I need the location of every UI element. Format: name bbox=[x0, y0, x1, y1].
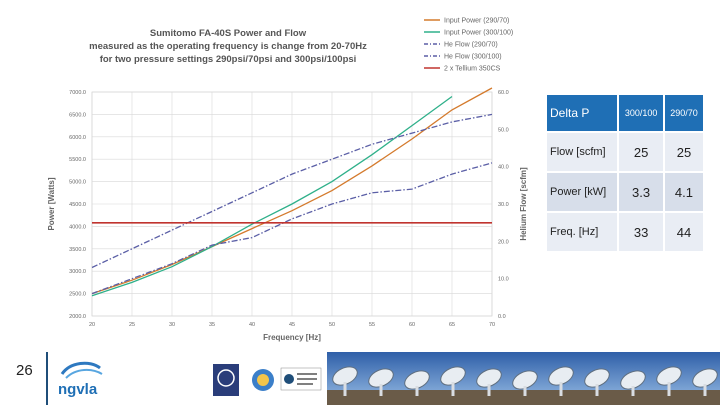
page-number: 26 bbox=[16, 362, 33, 379]
antenna-pedestal bbox=[451, 382, 455, 396]
table-cell: 25 bbox=[618, 132, 665, 173]
antenna-pedestal bbox=[415, 386, 419, 396]
x-tick-label: 45 bbox=[289, 322, 295, 328]
antenna-dish bbox=[512, 370, 538, 390]
y-left-tick-label: 5500.0 bbox=[69, 157, 86, 163]
legend-entry: Input Power (290/70) bbox=[444, 18, 509, 25]
antenna-pedestal bbox=[379, 384, 383, 396]
series-line bbox=[91, 162, 493, 295]
antenna-dish bbox=[476, 368, 502, 388]
y-right-tick-label: 50.0 bbox=[498, 127, 509, 133]
x-tick-label: 50 bbox=[329, 322, 335, 328]
power-flow-chart: Sumitomo FA-40S Power and Flow measured a… bbox=[47, 18, 528, 343]
y-right-tick-label: 0.0 bbox=[498, 314, 506, 320]
antenna-pedestal bbox=[703, 384, 707, 396]
table-cell: 33 bbox=[618, 212, 665, 253]
x-tick-label: 35 bbox=[209, 322, 215, 328]
table-cell: Flow [scfm] bbox=[547, 132, 620, 173]
table-cell: 44 bbox=[663, 212, 706, 253]
y-left-tick-label: 4500.0 bbox=[69, 202, 86, 208]
antenna-pedestal bbox=[595, 384, 599, 396]
antenna-pedestal bbox=[523, 386, 527, 396]
table-cell: 4.1 bbox=[663, 172, 706, 213]
antenna-dish bbox=[656, 366, 682, 386]
antenna-dish bbox=[368, 368, 394, 388]
antenna-dish bbox=[440, 366, 466, 386]
ngvla-logo: ngvla bbox=[58, 361, 103, 398]
table-row: Freq. [Hz] 33 44 bbox=[547, 212, 706, 253]
y-left-tick-label: 7000.0 bbox=[69, 90, 86, 96]
comparison-table: Delta P 300/100 290/70 Flow [scfm] 25 25… bbox=[547, 95, 706, 253]
y-left-tick-label: 5000.0 bbox=[69, 180, 86, 186]
footer-divider bbox=[46, 352, 48, 405]
series-line bbox=[91, 113, 493, 269]
table-header-row: Delta P 300/100 290/70 bbox=[547, 95, 706, 133]
table-cell: 25 bbox=[663, 132, 706, 173]
chart-title-line: Sumitomo FA-40S Power and Flow bbox=[150, 28, 307, 39]
x-tick-label: 40 bbox=[249, 322, 255, 328]
x-tick-label: 30 bbox=[169, 322, 175, 328]
y-right-tick-label: 40.0 bbox=[498, 165, 509, 171]
y-left-tick-label: 4000.0 bbox=[69, 224, 86, 230]
x-tick-label: 55 bbox=[369, 322, 375, 328]
y-right-axis-label: Helium Flow [scfm] bbox=[519, 167, 528, 241]
y-right-tick-label: 30.0 bbox=[498, 202, 509, 208]
table-cell: 3.3 bbox=[618, 172, 665, 213]
y-left-tick-label: 3500.0 bbox=[69, 247, 86, 253]
antenna-pedestal bbox=[631, 386, 635, 396]
chart-title-line: measured as the operating frequency is c… bbox=[89, 41, 367, 52]
table-row: Flow [scfm] 25 25 bbox=[547, 132, 706, 173]
nrao-logo bbox=[213, 364, 239, 396]
logo-text: ngvla bbox=[58, 381, 98, 398]
x-tick-label: 65 bbox=[449, 322, 455, 328]
legend-entry: 2 x Tellium 350CS bbox=[444, 66, 501, 73]
y-left-tick-label: 2000.0 bbox=[69, 314, 86, 320]
antenna-array-photo bbox=[327, 352, 720, 405]
antenna-pedestal bbox=[559, 382, 563, 396]
chart-title-line: for two pressure settings 290psi/70psi a… bbox=[100, 54, 357, 65]
x-tick-label: 20 bbox=[89, 322, 95, 328]
x-tick-label: 70 bbox=[489, 322, 495, 328]
series-line bbox=[91, 95, 453, 297]
table-header-cell: Delta P bbox=[547, 95, 620, 133]
antenna-dish bbox=[404, 370, 430, 390]
y-left-axis-label: Power [Watts] bbox=[47, 177, 56, 230]
legend-entry: He Flow (290/70) bbox=[444, 42, 498, 49]
y-left-tick-label: 6000.0 bbox=[69, 135, 86, 141]
y-right-tick-label: 20.0 bbox=[498, 239, 509, 245]
legend-entry: He Flow (300/100) bbox=[444, 54, 502, 61]
y-right-tick-label: 60.0 bbox=[498, 90, 509, 96]
y-right-tick-label: 10.0 bbox=[498, 277, 509, 283]
antenna-dish bbox=[548, 366, 574, 386]
table-cell: Power [kW] bbox=[547, 172, 620, 213]
y-left-tick-label: 6500.0 bbox=[69, 112, 86, 118]
partner-logos bbox=[213, 364, 322, 396]
x-tick-label: 60 bbox=[409, 322, 415, 328]
x-tick-label: 25 bbox=[129, 322, 135, 328]
x-axis-label: Frequency [Hz] bbox=[263, 333, 321, 342]
antenna-dish bbox=[620, 370, 646, 390]
table-cell: Freq. [Hz] bbox=[547, 212, 620, 253]
table-header-cell: 300/100 bbox=[618, 95, 665, 133]
table-row: Power [kW] 3.3 4.1 bbox=[547, 172, 706, 213]
y-left-tick-label: 2500.0 bbox=[69, 292, 86, 298]
antenna-dish bbox=[584, 368, 610, 388]
antenna-pedestal bbox=[487, 384, 491, 396]
antenna-pedestal bbox=[343, 382, 347, 396]
antenna-pedestal bbox=[667, 382, 671, 396]
legend-entry: Input Power (300/100) bbox=[444, 30, 513, 37]
antenna-dish bbox=[332, 366, 358, 386]
antenna-dish bbox=[692, 368, 718, 388]
table-header-cell: 290/70 bbox=[663, 95, 706, 133]
y-left-tick-label: 3000.0 bbox=[69, 269, 86, 275]
